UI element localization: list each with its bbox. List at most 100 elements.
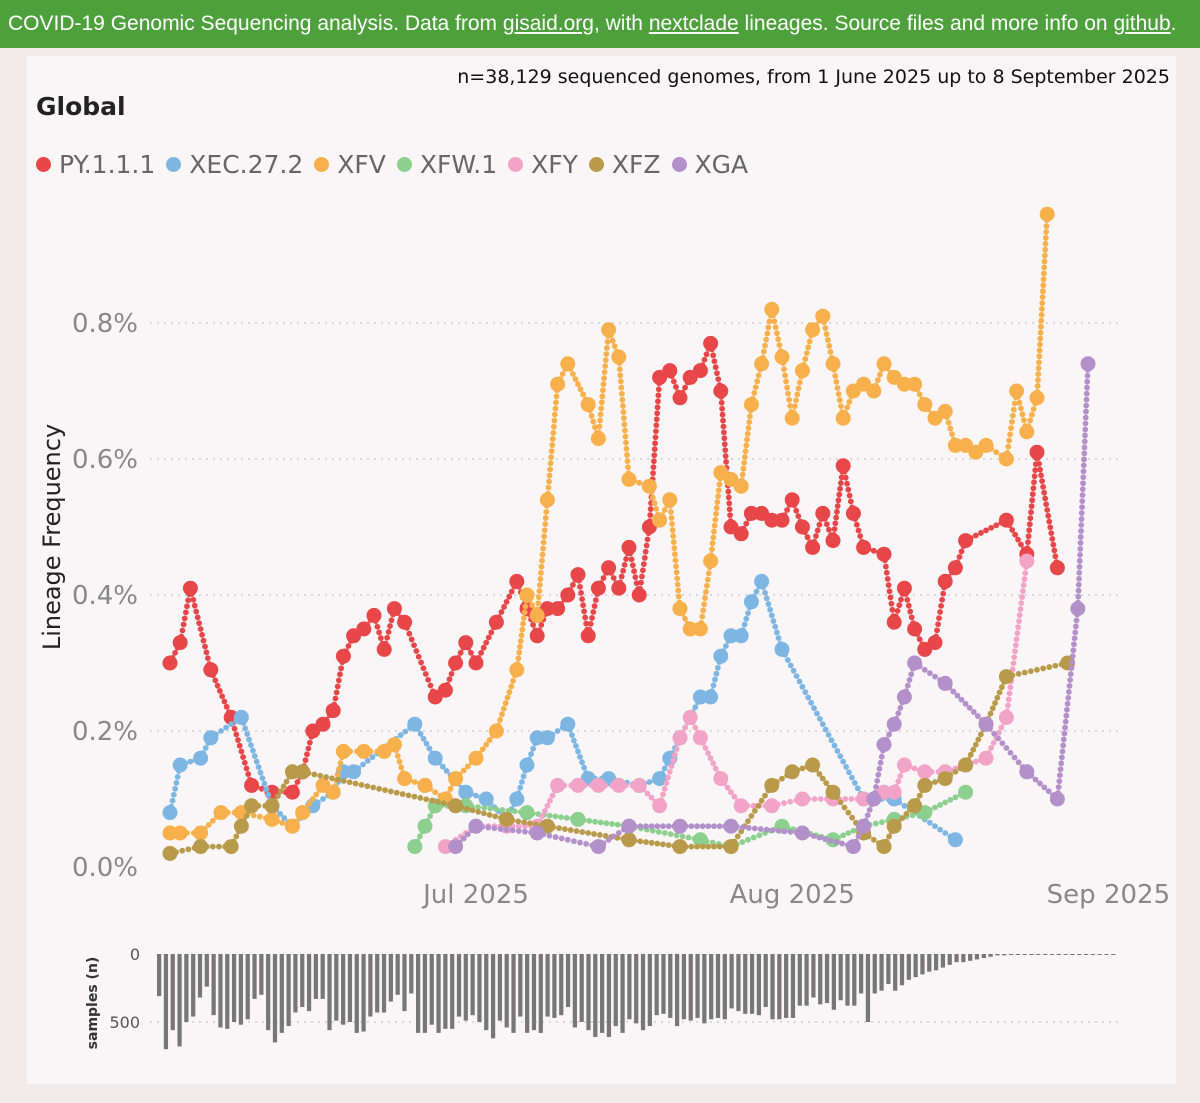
series-xfv-trail	[760, 348, 767, 355]
series-py-1-1-1-trail	[1028, 503, 1035, 510]
series-xfv-trail	[1019, 411, 1026, 418]
series-xec-27-2-point	[203, 730, 219, 746]
series-py-1-1-1-trail	[723, 459, 730, 465]
series-xga-trail	[745, 825, 752, 831]
samples-bar	[872, 954, 877, 994]
series-xfy-trail	[673, 746, 680, 753]
series-xga-point	[845, 839, 861, 855]
series-xfv-trail	[874, 377, 881, 384]
series-xfy-trail	[702, 745, 709, 751]
series-xfv-trail	[836, 397, 843, 403]
series-py-1-1-1-trail	[816, 521, 823, 528]
series-py-1-1-1-point	[580, 628, 596, 644]
gisaid-link[interactable]: gisaid.org	[502, 12, 594, 35]
series-py-1-1-1-trail	[813, 533, 819, 539]
series-xga-trail	[1072, 629, 1079, 636]
series-xec-27-2-trail	[172, 785, 179, 792]
series-xfv-trail	[604, 338, 611, 345]
series-xfv-point	[295, 805, 311, 821]
legend-item-xfz[interactable]: XFZ	[588, 150, 661, 179]
legend-item-xga[interactable]: XGA	[671, 150, 748, 179]
series-xec-27-2-trail	[253, 758, 260, 765]
legend-item-py-1-1-1[interactable]: PY.1.1.1	[36, 150, 155, 179]
series-xfv-trail	[916, 391, 923, 398]
series-xfz-point	[162, 845, 178, 861]
series-xfz-trail	[758, 797, 765, 804]
series-xfv-trail	[671, 545, 678, 552]
series-xfv-point	[1009, 383, 1025, 399]
series-xfz-trail	[411, 793, 418, 800]
legend-item-xfw-1[interactable]: XFW.1	[396, 150, 497, 179]
series-xfv-trail	[552, 405, 559, 412]
series-py-1-1-1-trail	[834, 508, 840, 515]
samples-bar	[1036, 954, 1041, 955]
series-xec-27-2-trail	[768, 612, 775, 619]
series-xga-trail	[950, 688, 957, 695]
samples-bar	[859, 954, 864, 994]
series-py-1-1-1-trail	[1045, 512, 1052, 519]
legend-item-xec-27-2[interactable]: XEC.27.2	[166, 150, 303, 179]
series-py-1-1-1-trail	[983, 527, 989, 534]
series-xga-trail	[610, 833, 617, 840]
series-xfv-trail	[551, 417, 558, 424]
series-py-1-1-1-trail	[938, 602, 945, 609]
legend-item-xfy[interactable]: XFY	[508, 150, 578, 179]
series-xfz-trail	[799, 765, 806, 772]
series-xfw-1-trail	[872, 820, 879, 827]
series-xec-27-2-point	[172, 757, 188, 773]
series-xfv-trail	[827, 349, 834, 355]
series-xfw-1-trail	[427, 813, 433, 819]
legend-dot-icon	[508, 156, 524, 172]
series-xfv-trail	[600, 387, 606, 394]
series-xfv-point	[662, 492, 678, 508]
series-py-1-1-1-trail	[623, 556, 629, 562]
series-xga-trail	[1076, 569, 1083, 576]
series-py-1-1-1-trail	[235, 737, 241, 743]
series-xfv-point	[550, 376, 566, 392]
series-xfv-point	[539, 492, 555, 508]
series-py-1-1-1-trail	[1044, 507, 1051, 513]
samples-bar	[995, 954, 1000, 956]
series-py-1-1-1-trail	[650, 458, 657, 465]
github-link[interactable]: github	[1113, 12, 1171, 35]
series-py-1-1-1-trail	[334, 683, 341, 690]
series-xfv-point	[386, 737, 402, 753]
banner-mid2: lineages. Source files and more info on	[738, 12, 1114, 35]
series-xfv-point	[825, 356, 841, 372]
series-py-1-1-1-trail	[722, 447, 729, 454]
series-py-1-1-1-trail	[1029, 491, 1036, 498]
series-xfv-point	[672, 601, 688, 617]
series-xfv-trail	[256, 813, 263, 820]
series-xec-27-2-trail	[825, 731, 832, 738]
series-xfz-trail	[358, 781, 365, 788]
series-xfy-trail	[998, 724, 1005, 731]
series-xec-27-2-trail	[762, 589, 768, 596]
series-xfv-trail	[744, 436, 750, 443]
samples-bar	[954, 954, 959, 963]
series-py-1-1-1-trail	[468, 649, 474, 656]
series-xfv-point	[193, 825, 209, 841]
samples-bar	[218, 954, 223, 1028]
series-xec-27-2-trail	[174, 774, 181, 780]
series-xfv-trail	[541, 533, 548, 540]
series-xec-27-2-trail	[517, 784, 524, 791]
series-xfv-point	[764, 301, 780, 317]
samples-bar	[395, 954, 400, 995]
series-py-1-1-1-trail	[642, 548, 649, 555]
legend-item-xfv[interactable]: XFV	[314, 150, 386, 179]
samples-bar	[579, 954, 584, 1022]
samples-bar	[824, 954, 830, 1003]
series-py-1-1-1-trail	[236, 742, 243, 749]
series-xfv-trail	[783, 378, 789, 385]
samples-tick-label: 0	[130, 945, 140, 964]
series-xfz-point	[499, 811, 515, 827]
series-xec-27-2-trail	[173, 779, 180, 786]
series-xfw-1-trail	[614, 821, 621, 828]
series-xga-point	[856, 818, 872, 834]
series-xfv-trail	[590, 418, 597, 425]
series-xfv-trail	[705, 570, 712, 577]
series-xfy-trail	[672, 751, 678, 758]
nextclade-link[interactable]: nextclade	[648, 12, 739, 35]
series-xfz-trail	[970, 746, 977, 753]
series-xga-trail	[1077, 545, 1084, 552]
